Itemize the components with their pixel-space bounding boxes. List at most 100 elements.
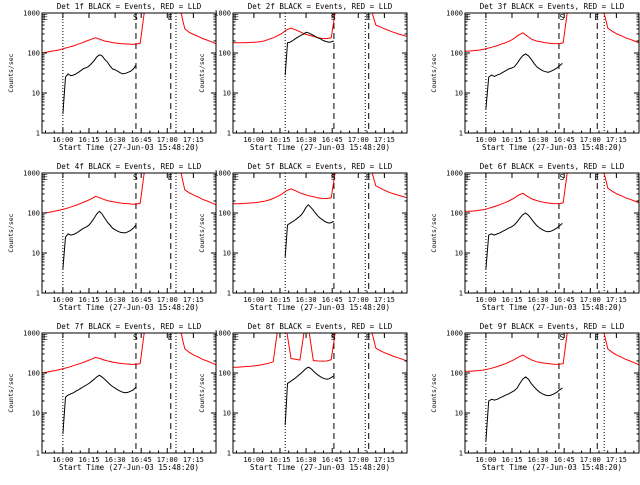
panel-title: Det 5f BLACK = Events, RED = LLD bbox=[248, 162, 393, 171]
eclipse-marker: E bbox=[466, 13, 471, 22]
saa-marker: S bbox=[331, 13, 336, 22]
x-tick-label: 17:00 bbox=[157, 296, 178, 304]
x-tick-label: 17:00 bbox=[580, 456, 601, 464]
eclipse-marker: E bbox=[234, 173, 239, 182]
panel-det-8: Det 8f BLACK = Events, RED = LLD E S E 1 10 10… bbox=[198, 322, 408, 472]
lld-series-line bbox=[465, 333, 639, 372]
x-tick-label: 16:15 bbox=[269, 456, 290, 464]
eclipse-marker: E bbox=[594, 173, 599, 182]
plot-frame bbox=[232, 332, 408, 454]
y-tick-label: 1 bbox=[459, 130, 463, 138]
eclipse-marker: E bbox=[43, 333, 48, 342]
eclipse-marker: E bbox=[366, 333, 371, 342]
x-tick-label: 16:30 bbox=[528, 456, 549, 464]
lld-series-line bbox=[465, 173, 639, 212]
y-tick-label: 1 bbox=[36, 130, 40, 138]
panel-title: Det 2f BLACK = Events, RED = LLD bbox=[248, 2, 393, 11]
eclipse-marker: E bbox=[366, 13, 371, 22]
x-tick-label: 16:45 bbox=[322, 296, 343, 304]
x-axis-label: Start Time (27-Jun-03 15:48:20) bbox=[250, 463, 390, 472]
eclipse-marker: E bbox=[168, 173, 173, 182]
panel-title: Det 8f BLACK = Events, RED = LLD bbox=[248, 322, 393, 331]
plot-frame bbox=[232, 12, 408, 134]
y-tick-label: 100 bbox=[218, 210, 231, 218]
saa-marker: S bbox=[559, 333, 564, 342]
x-tick-label: 16:00 bbox=[243, 296, 264, 304]
y-axis-label: Counts/sec bbox=[198, 373, 206, 412]
y-tick-label: 10 bbox=[223, 410, 231, 418]
x-tick-label: 16:45 bbox=[131, 456, 152, 464]
x-tick-label: 17:00 bbox=[348, 136, 369, 144]
lld-series-line bbox=[233, 13, 407, 44]
lld-series-line bbox=[42, 333, 216, 374]
events-series-line bbox=[284, 204, 335, 257]
x-tick-label: 17:00 bbox=[580, 296, 601, 304]
saa-marker: S bbox=[133, 13, 138, 22]
x-tick-label: 17:15 bbox=[606, 456, 627, 464]
x-tick-label: 16:30 bbox=[296, 296, 317, 304]
x-tick-label: 17:15 bbox=[606, 136, 627, 144]
y-axis-label: Counts/sec bbox=[7, 53, 15, 92]
y-tick-label: 100 bbox=[450, 210, 463, 218]
events-series-line bbox=[485, 53, 563, 109]
events-series-line bbox=[62, 374, 137, 434]
y-tick-label: 10 bbox=[32, 90, 40, 98]
events-series-line bbox=[284, 366, 335, 426]
x-tick-label: 17:00 bbox=[157, 136, 178, 144]
x-axis-label: Start Time (27-Jun-03 15:48:20) bbox=[250, 303, 390, 312]
y-tick-label: 1 bbox=[459, 290, 463, 298]
y-tick-label: 10 bbox=[32, 250, 40, 258]
x-axis-label: Start Time (27-Jun-03 15:48:20) bbox=[482, 463, 622, 472]
y-tick-label: 1000 bbox=[214, 10, 231, 18]
lld-series-line bbox=[233, 333, 407, 368]
y-tick-label: 10 bbox=[223, 250, 231, 258]
y-tick-label: 1000 bbox=[23, 10, 40, 18]
x-tick-label: 16:00 bbox=[243, 136, 264, 144]
x-tick-label: 16:15 bbox=[501, 296, 522, 304]
panel-title: Det 6f BLACK = Events, RED = LLD bbox=[480, 162, 625, 171]
panel-det-3: Det 3f BLACK = Events, RED = LLD E S E 1 10 10… bbox=[430, 2, 640, 152]
plot-frame bbox=[41, 332, 217, 454]
saa-marker: S bbox=[133, 333, 138, 342]
saa-marker: S bbox=[331, 333, 336, 342]
y-tick-label: 10 bbox=[223, 90, 231, 98]
panel-det-1: Det 1f BLACK = Events, RED = LLD E S E 1 10 10… bbox=[7, 2, 217, 152]
y-tick-label: 100 bbox=[27, 50, 40, 58]
x-tick-label: 16:30 bbox=[528, 136, 549, 144]
eclipse-marker: E bbox=[234, 333, 239, 342]
events-series-line bbox=[62, 210, 137, 269]
eclipse-marker: E bbox=[234, 13, 239, 22]
y-tick-label: 1 bbox=[36, 290, 40, 298]
x-tick-label: 16:30 bbox=[105, 296, 126, 304]
x-tick-label: 16:30 bbox=[105, 136, 126, 144]
y-tick-label: 1000 bbox=[446, 330, 463, 338]
panel-det-6: Det 6f BLACK = Events, RED = LLD E S E 1 10 10… bbox=[430, 162, 640, 312]
x-axis-label: Start Time (27-Jun-03 15:48:20) bbox=[59, 143, 199, 152]
x-tick-label: 17:15 bbox=[606, 296, 627, 304]
plot-frame bbox=[232, 172, 408, 294]
y-axis-label: Counts/sec bbox=[430, 373, 438, 412]
x-tick-label: 16:45 bbox=[554, 456, 575, 464]
y-tick-label: 100 bbox=[450, 50, 463, 58]
saa-marker: S bbox=[133, 173, 138, 182]
y-tick-label: 1000 bbox=[214, 330, 231, 338]
y-tick-label: 1 bbox=[227, 130, 231, 138]
events-series-line bbox=[284, 31, 335, 76]
eclipse-marker: E bbox=[594, 333, 599, 342]
x-axis-label: Start Time (27-Jun-03 15:48:20) bbox=[482, 303, 622, 312]
x-tick-label: 16:30 bbox=[296, 136, 317, 144]
x-axis-label: Start Time (27-Jun-03 15:48:20) bbox=[59, 463, 199, 472]
y-tick-label: 10 bbox=[455, 410, 463, 418]
x-axis-label: Start Time (27-Jun-03 15:48:20) bbox=[59, 303, 199, 312]
y-tick-label: 1 bbox=[227, 450, 231, 458]
y-tick-label: 100 bbox=[218, 50, 231, 58]
lld-series-line bbox=[233, 173, 407, 205]
y-axis-label: Counts/sec bbox=[7, 213, 15, 252]
x-tick-label: 16:00 bbox=[52, 456, 73, 464]
eclipse-marker: E bbox=[466, 333, 471, 342]
x-tick-label: 16:00 bbox=[475, 136, 496, 144]
x-tick-label: 17:00 bbox=[348, 296, 369, 304]
x-tick-label: 16:15 bbox=[269, 296, 290, 304]
